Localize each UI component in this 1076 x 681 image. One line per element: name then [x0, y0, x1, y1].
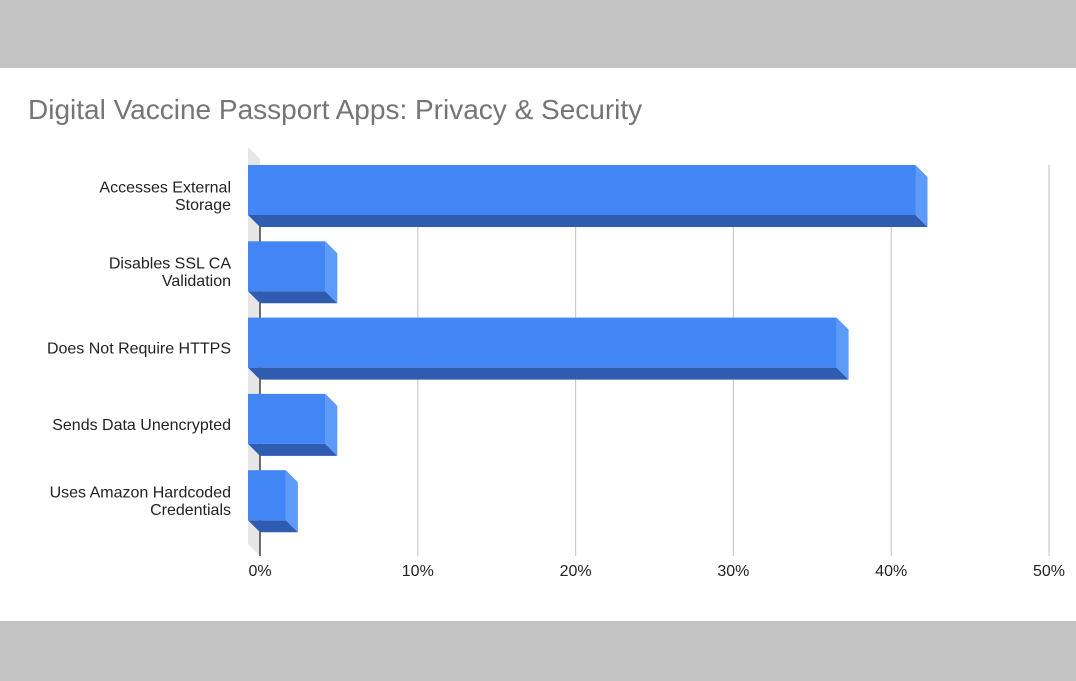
- category-label: Disables SSL CA Validation: [109, 256, 231, 291]
- category-label-line: Storage: [175, 197, 231, 214]
- category-labels: Accesses External Storage Disables SSL CA V…: [47, 179, 231, 519]
- bar-front-face: [248, 165, 916, 215]
- bar-bottom-face: [248, 367, 849, 380]
- x-tick-label: 20%: [560, 563, 592, 580]
- bar-bottom-face: [248, 520, 298, 533]
- bar-side-face: [915, 165, 928, 227]
- bar-bottom-face: [248, 291, 338, 304]
- x-tick-label: 30%: [717, 563, 749, 580]
- category-label-line: Disables SSL CA: [109, 256, 231, 273]
- bar-side-face: [285, 470, 298, 533]
- bar-front-face: [248, 470, 286, 521]
- bar: [248, 393, 338, 456]
- bar-bottom-face: [248, 443, 338, 456]
- x-tick-labels: 0% 10% 20% 30% 40% 50%: [248, 563, 1065, 580]
- x-tick-label: 0%: [248, 563, 271, 580]
- category-label-line: Sends Data Unencrypted: [52, 417, 231, 434]
- category-label-line: Accesses External: [99, 179, 231, 196]
- bar: [248, 241, 338, 304]
- bar-front-face: [248, 317, 837, 368]
- category-label-line: Validation: [162, 273, 231, 290]
- bar-side-face: [325, 393, 338, 456]
- category-label-line: Uses Amazon Hardcoded: [50, 484, 231, 501]
- bar-side-face: [325, 241, 338, 304]
- bars: [248, 165, 928, 533]
- x-tick-label: 40%: [875, 563, 907, 580]
- category-label-line: Does Not Require HTTPS: [47, 341, 231, 358]
- x-tick-label: 10%: [402, 563, 434, 580]
- category-label: Sends Data Unencrypted: [52, 417, 231, 434]
- bar: [248, 165, 928, 227]
- bar-bottom-face: [248, 215, 928, 227]
- category-label: Uses Amazon Hardcoded Credentials: [50, 484, 231, 519]
- bar-front-face: [248, 241, 326, 292]
- bar: [248, 317, 849, 380]
- bar-front-face: [248, 393, 326, 444]
- bar: [248, 470, 298, 533]
- bar-side-face: [836, 317, 849, 380]
- category-label: Does Not Require HTTPS: [47, 341, 231, 358]
- chart-title: Digital Vaccine Passport Apps: Privacy &…: [28, 94, 643, 125]
- category-label-line: Credentials: [150, 502, 231, 519]
- category-label: Accesses External Storage: [99, 179, 231, 214]
- x-tick-label: 50%: [1033, 563, 1065, 580]
